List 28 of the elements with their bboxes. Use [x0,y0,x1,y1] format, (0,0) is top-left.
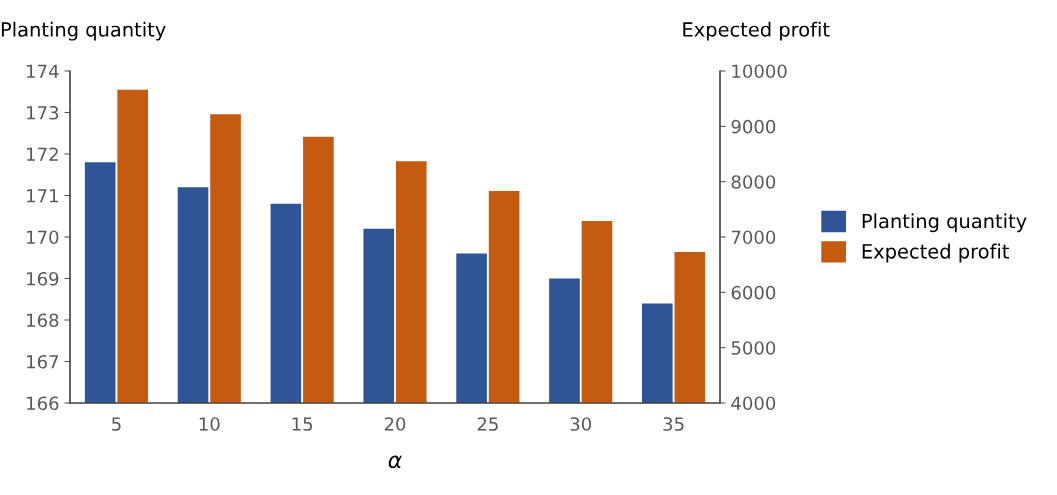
y-tick-label: 168 [27,313,59,328]
y-tick-label: 171 [27,189,58,203]
y2-axis-title: Expected profit [683,21,830,41]
x-tick-label: 30 [570,417,591,431]
x-tick-label: 5 [112,417,121,431]
y2-tick-label: 4000 [731,396,776,411]
y-tick-label: 170 [27,230,59,245]
y2-tick-label: 10000 [732,64,787,79]
y-axis-title: Planting quantity [1,21,166,41]
y-tick-label: 173 [27,105,59,120]
x-tick-label: 35 [663,417,684,431]
x-tick-label: 10 [199,417,220,431]
legend-label: Planting quantity [862,213,1027,233]
x-tick-label: 25 [477,417,498,431]
y-tick-label: 166 [27,396,59,411]
y-tick-label: 172 [27,147,58,161]
y2-tick-label: 8000 [731,175,776,189]
y-tick-label: 174 [27,64,59,78]
y-tick-label: 169 [27,271,59,286]
y2-tick-label: 9000 [731,119,776,134]
y-tick-label: 167 [27,354,59,369]
y2-tick-label: 7000 [731,230,776,245]
x-tick-label: 20 [384,417,406,431]
x-tick-label: 15 [292,417,313,431]
x-axis-title: α [388,455,403,469]
y2-tick-label: 5000 [731,341,776,355]
y2-tick-label: 6000 [731,285,776,300]
legend-label: Expected profit [862,243,1009,263]
